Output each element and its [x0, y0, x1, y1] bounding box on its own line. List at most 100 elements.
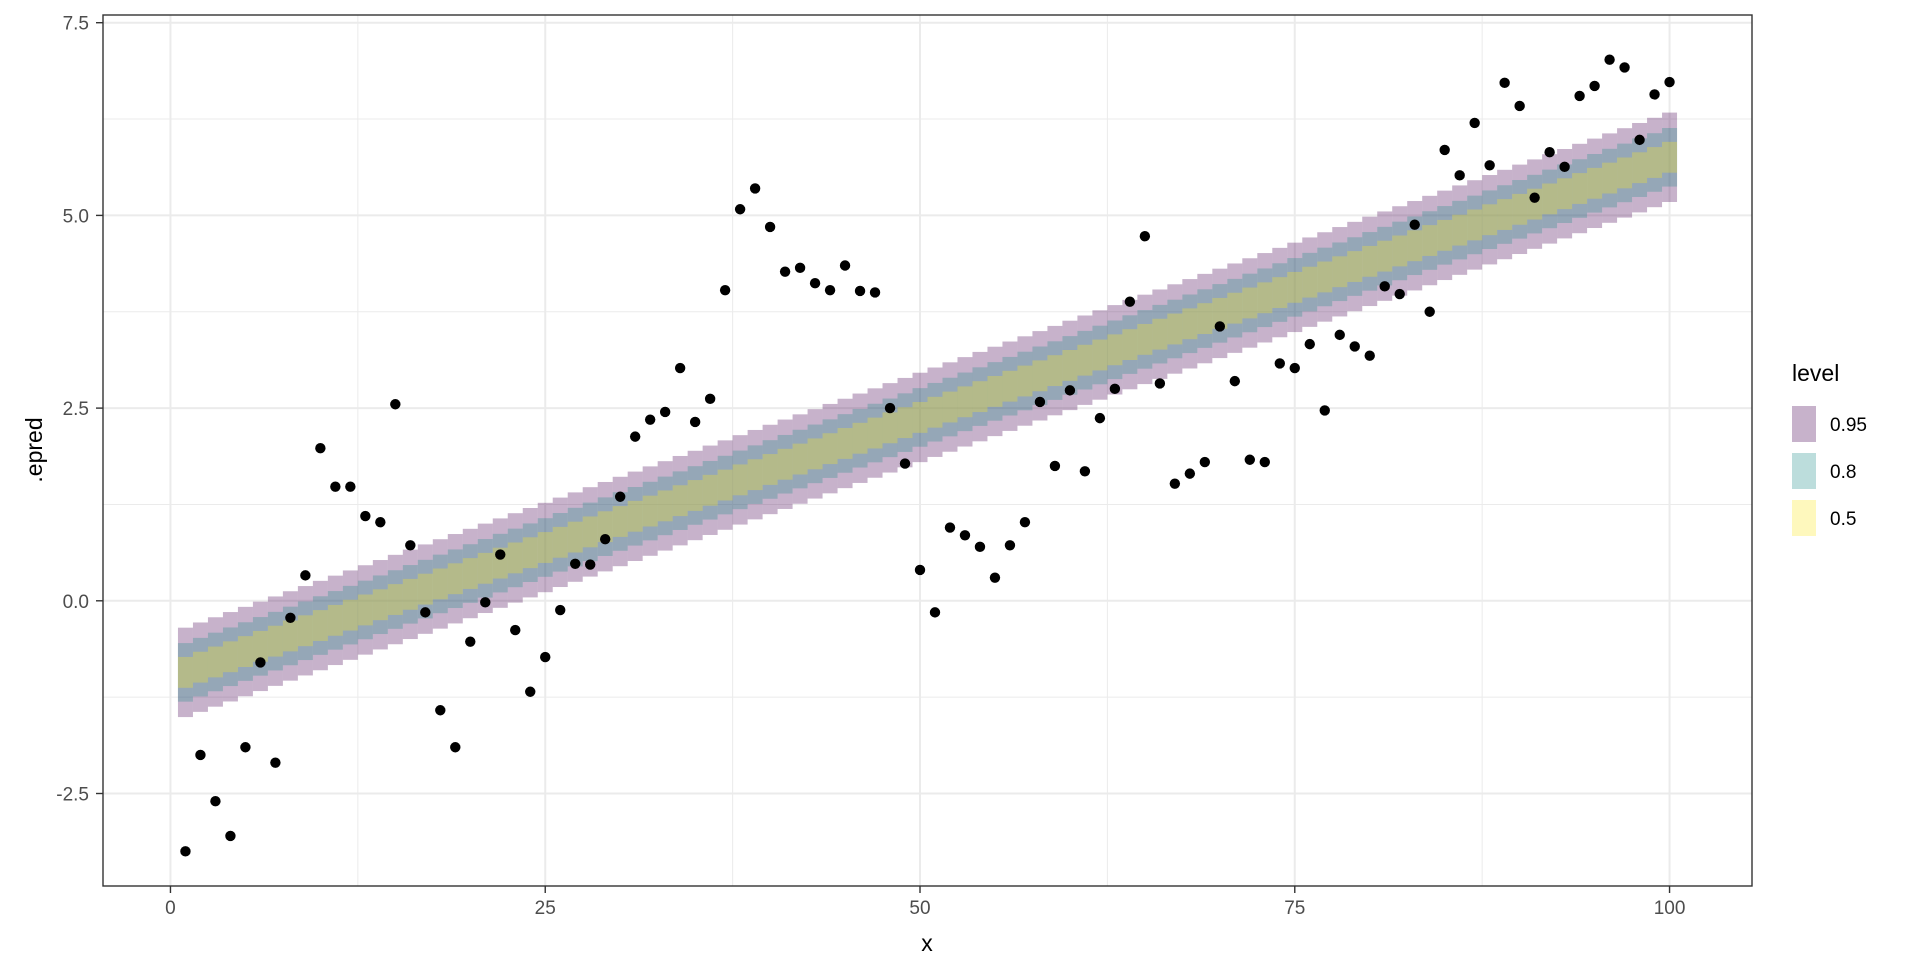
data-point — [495, 549, 506, 560]
band-segment — [717, 455, 733, 515]
data-point — [674, 362, 686, 374]
data-point — [1079, 466, 1091, 477]
band-segment — [1362, 216, 1378, 307]
band-segment — [1047, 341, 1063, 400]
data-point — [1484, 160, 1495, 171]
band-segment — [837, 398, 853, 489]
data-point — [1124, 296, 1136, 307]
band-segment — [1242, 287, 1258, 319]
band-segment — [1632, 152, 1648, 184]
band-segment — [1317, 232, 1333, 322]
data-point — [644, 414, 656, 425]
band-segment — [1332, 242, 1348, 302]
band-segment — [1632, 138, 1648, 197]
band-segment — [1227, 263, 1243, 353]
band-segment — [222, 641, 238, 673]
band-segment — [1452, 185, 1468, 275]
legend-label-0.8: 0.8 — [1830, 462, 1856, 483]
band-segment — [1272, 247, 1288, 338]
band-segment — [927, 367, 943, 457]
legend-key-0.95 — [1792, 406, 1816, 442]
y-tick-label: 2.5 — [63, 399, 89, 420]
band-segment — [1062, 336, 1078, 395]
band-segment — [852, 393, 868, 483]
band-segment — [1557, 178, 1573, 210]
band-segment — [207, 617, 223, 707]
band-segment — [1107, 305, 1123, 395]
data-point — [794, 262, 806, 274]
data-point — [929, 607, 941, 618]
band-segment — [1647, 147, 1663, 178]
band-segment — [297, 586, 313, 676]
data-point — [405, 540, 416, 551]
data-point — [734, 204, 746, 215]
band-segment — [1017, 365, 1033, 397]
data-point — [345, 481, 356, 492]
band-segment — [1167, 284, 1183, 374]
y-tick-label: 7.5 — [63, 14, 89, 35]
band-segment — [1617, 128, 1633, 218]
data-point — [1424, 306, 1435, 317]
band-segment — [447, 534, 463, 624]
band-segment — [462, 558, 478, 589]
band-segment — [612, 492, 628, 551]
band-segment — [1122, 329, 1138, 361]
band-segment — [1527, 174, 1543, 234]
data-point — [1574, 90, 1585, 102]
data-point — [1109, 383, 1121, 395]
data-point — [1589, 80, 1600, 92]
band-segment — [762, 440, 778, 499]
interval-bands — [177, 112, 1678, 718]
data-point — [1139, 231, 1151, 242]
data-point — [749, 183, 761, 194]
band-segment — [387, 570, 403, 629]
data-point — [1259, 456, 1270, 468]
band-segment — [1092, 339, 1108, 371]
data-point — [899, 458, 911, 469]
band-segment — [972, 367, 988, 426]
band-segment — [957, 357, 973, 447]
band-segment — [942, 391, 958, 423]
data-point — [779, 266, 791, 277]
band-segment — [1317, 261, 1333, 293]
band-segment — [942, 377, 958, 437]
data-point — [614, 491, 626, 502]
legend-item-0.5: 0.5 — [1792, 500, 1856, 536]
band-segment — [1542, 154, 1558, 244]
band-segment — [807, 409, 823, 499]
band-segment — [912, 388, 928, 447]
band-segment — [1272, 263, 1288, 322]
band-segment — [1182, 294, 1198, 354]
y-tick-label: 5.0 — [63, 206, 89, 227]
x-axis: 0 25 50 75 100 — [165, 886, 1685, 919]
band-segment — [1602, 162, 1618, 194]
data-point — [510, 624, 521, 636]
band-segment — [1197, 289, 1213, 348]
band-segment — [807, 438, 823, 470]
band-segment — [612, 506, 628, 537]
band-segment — [1467, 180, 1483, 270]
data-point — [255, 657, 266, 668]
band-segment — [1422, 225, 1438, 256]
data-point — [659, 406, 671, 418]
band-segment — [687, 450, 703, 541]
band-segment — [1092, 310, 1108, 400]
band-segment — [687, 466, 703, 525]
band-segment — [1077, 330, 1093, 390]
band-segment — [882, 412, 898, 444]
data-point — [585, 559, 596, 570]
data-point — [570, 558, 581, 570]
band-segment — [912, 372, 928, 463]
band-segment — [1662, 112, 1678, 202]
data-point — [270, 757, 281, 768]
band-segment — [402, 578, 418, 610]
band-segment — [1617, 143, 1633, 203]
band-segment — [1662, 141, 1678, 173]
band-segment — [372, 589, 388, 621]
band-segment — [1122, 315, 1138, 374]
data-point — [1274, 358, 1285, 369]
data-point — [689, 416, 701, 428]
band-segment — [1032, 346, 1048, 406]
band-segment — [1497, 199, 1513, 230]
band-segment — [327, 591, 343, 650]
